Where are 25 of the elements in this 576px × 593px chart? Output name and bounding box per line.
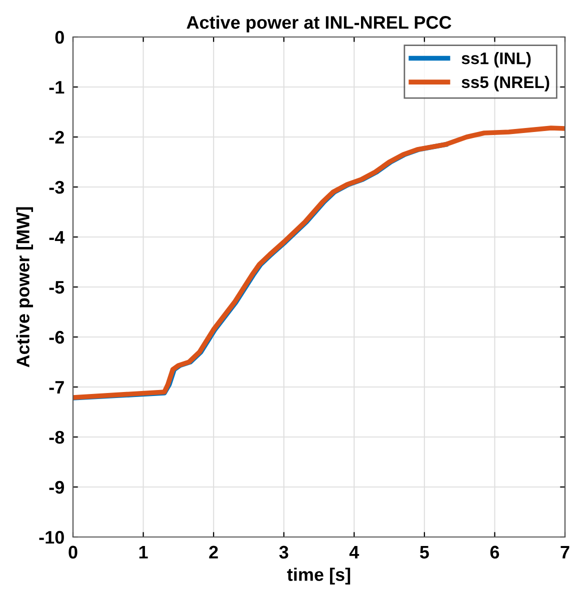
x-tick-label: 3: [279, 546, 288, 559]
y-axis-title: Active power [MW]: [16, 207, 34, 368]
x-tick-label: 1: [139, 546, 148, 558]
x-tick-label: 2: [209, 546, 218, 558]
y-tick-label: -4: [49, 231, 65, 244]
x-tick-label: 4: [349, 546, 360, 558]
y-tick-label: -6: [49, 330, 64, 344]
y-tick-label: -1: [49, 81, 64, 94]
x-axis-title: time [s]: [287, 568, 350, 585]
y-tick-label: -2: [49, 130, 64, 144]
x-tick-label: 5: [420, 546, 429, 559]
x-tick-label: 0: [68, 546, 78, 559]
x-tick-label: 7: [560, 546, 570, 558]
chart-title: Active power at INL-NREL PCC: [186, 16, 452, 32]
legend-label: ss1 (INL): [462, 52, 531, 68]
x-tick-label: 6: [490, 546, 500, 559]
y-tick-label: 0: [55, 30, 64, 44]
legend-label: ss5 (NREL): [462, 76, 550, 92]
y-tick-label: -3: [49, 180, 64, 194]
y-tick-label: -5: [49, 281, 64, 294]
line-series: [73, 126, 565, 400]
y-tick-label: -10: [39, 530, 64, 544]
y-tick-label: -7: [49, 381, 64, 394]
y-tick-label: -8: [49, 430, 64, 444]
y-tick-label: -9: [49, 480, 64, 494]
